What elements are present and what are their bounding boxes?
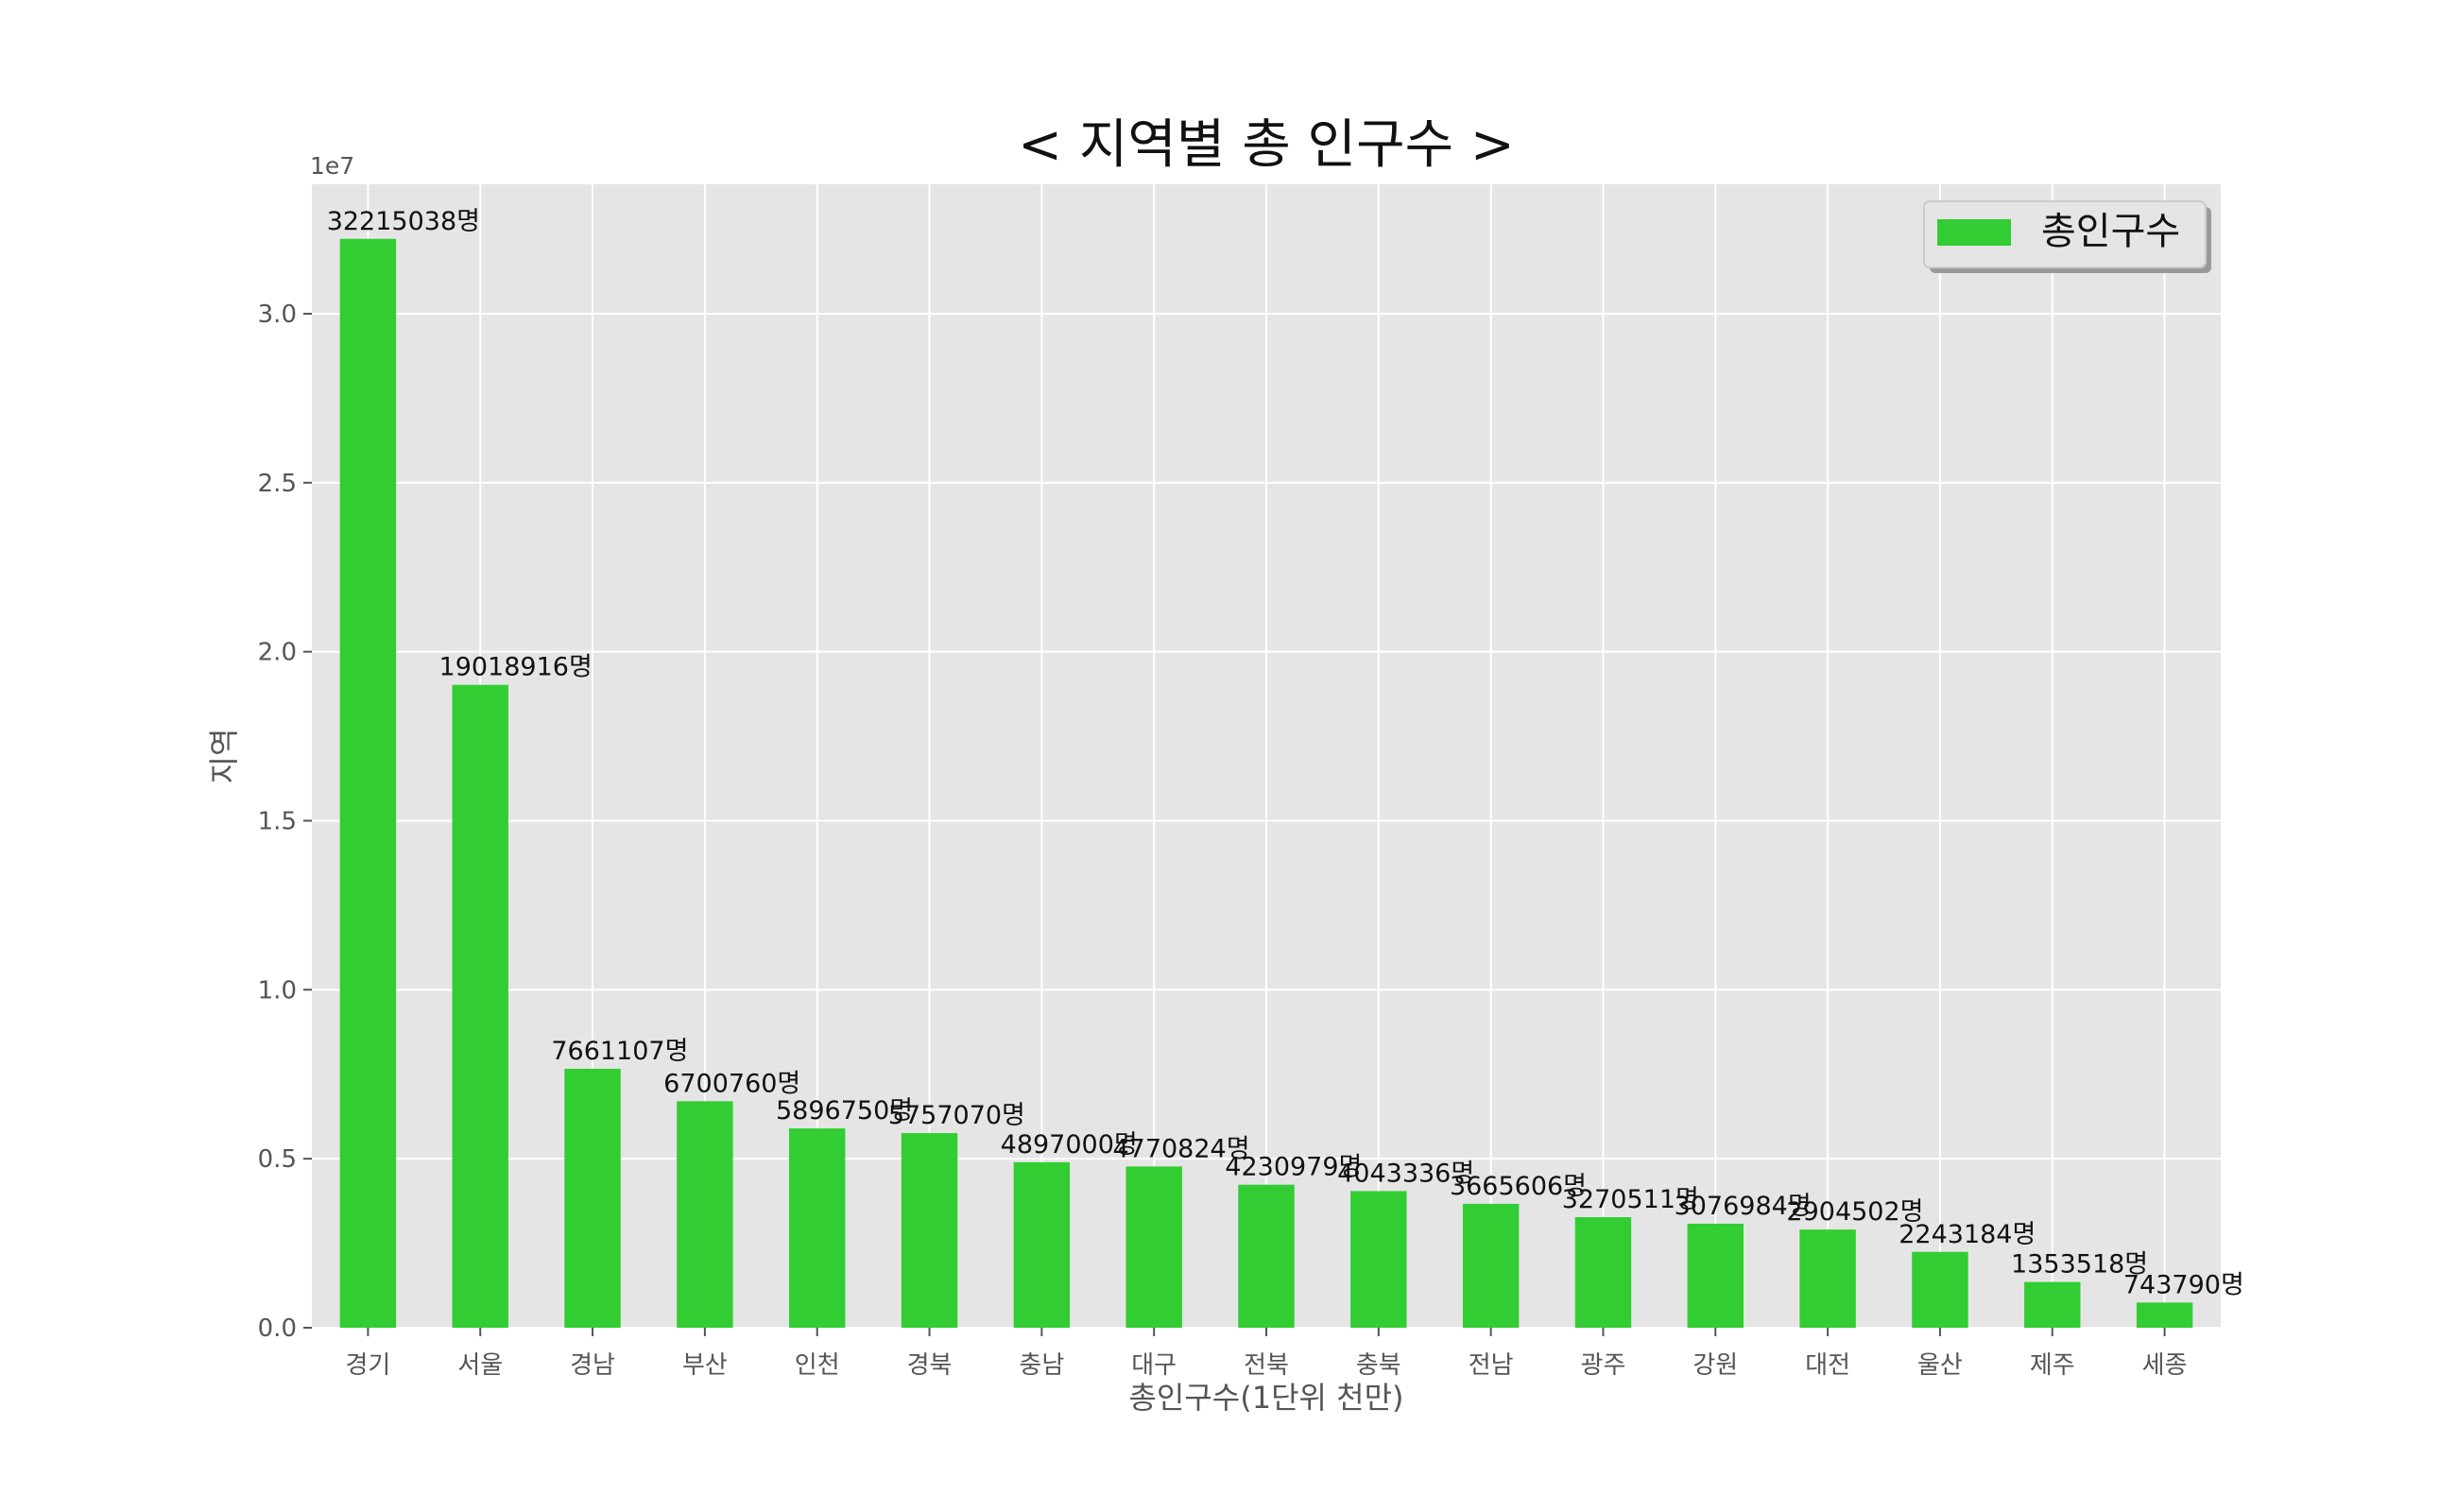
x-tick-label: 경남	[570, 1351, 615, 1380]
x-tick-label: 제주	[2030, 1351, 2075, 1380]
y-tick-label: 1.0	[258, 976, 297, 1005]
x-tick-label: 광주	[1581, 1351, 1626, 1380]
data-labels: 32215038명 19018916명 7661107명 6700760명589675…	[327, 207, 2244, 1300]
bar	[1125, 1166, 1182, 1328]
x-tick-label: 전남	[1469, 1351, 1514, 1380]
bar-value-label: 3076984명	[1675, 1192, 1812, 1221]
x-tick-label: 대전	[1805, 1351, 1850, 1380]
bar-value-label: 2243184명	[1899, 1220, 2036, 1249]
x-tick-label: 전북	[1244, 1351, 1289, 1380]
x-tick-label: 경기	[345, 1351, 390, 1380]
chart-title: < 지역별 총 인구수 >	[1018, 114, 1515, 176]
bar-value-label: 2904502명	[1786, 1197, 1923, 1227]
x-tick-label: 인천	[795, 1351, 840, 1380]
bar	[1013, 1161, 1071, 1328]
bar	[1799, 1229, 1856, 1328]
y-tick-label: 3.0	[258, 301, 297, 329]
y-tick-label: 0.0	[258, 1314, 297, 1343]
bar	[1238, 1184, 1295, 1328]
x-tick-label: 울산	[1917, 1351, 1963, 1380]
bar-value-label: 6700760명	[663, 1069, 800, 1098]
x-tick-label: 대구	[1131, 1351, 1177, 1380]
bar-value-label: 19018916명	[439, 653, 593, 682]
bar	[1687, 1223, 1744, 1328]
bar-value-label: 5896750명	[776, 1096, 913, 1125]
y-axis-ticks: 0.0 0.5 1.0 1.5 2.0 2.5 3.0	[258, 301, 312, 1343]
bar-value-label: 4043336명	[1337, 1159, 1474, 1188]
x-tick-label: 세종	[2142, 1351, 2188, 1380]
x-axis-ticks: 경기 서울 경남 부산 인천 경북 충남 대구 전북 충북 전남 광주 강원 대전 울산 제주 세종	[345, 1328, 2188, 1380]
bar-value-label: 3270511명	[1562, 1185, 1699, 1214]
bar-value-label: 4770824명	[1112, 1134, 1249, 1163]
bar-value-label: 7661107명	[551, 1037, 688, 1066]
x-tick-label: 경북	[907, 1351, 953, 1380]
x-axis-label: 총인구수(1단위 천만)	[1128, 1380, 1403, 1416]
bar	[564, 1068, 621, 1328]
x-tick-label: 충북	[1356, 1351, 1401, 1380]
y-tick-label: 2.0	[258, 639, 297, 667]
legend-label: 총인구수	[2041, 210, 2180, 253]
x-tick-label: 강원	[1692, 1351, 1738, 1380]
bars	[339, 238, 2193, 1329]
bar	[901, 1133, 958, 1328]
bar	[452, 684, 508, 1328]
bar	[677, 1101, 733, 1328]
x-tick-label: 부산	[682, 1351, 728, 1380]
y-tick-label: 0.5	[258, 1145, 297, 1174]
x-tick-label: 서울	[457, 1351, 503, 1380]
bar	[1912, 1251, 1968, 1328]
y-axis-offset-label: 1e7	[310, 152, 354, 180]
bar-value-label: 32215038명	[327, 207, 480, 236]
legend-box	[1923, 200, 2207, 268]
bar	[789, 1128, 846, 1328]
bar-value-label: 743790명	[2123, 1270, 2244, 1299]
bar-value-label: 3665606명	[1450, 1172, 1587, 1201]
bar-value-label: 5757070명	[888, 1101, 1025, 1130]
bar	[1350, 1191, 1407, 1328]
y-tick-label: 2.5	[258, 470, 297, 498]
bar	[1574, 1217, 1632, 1328]
bar-value-label: 1353518명	[2011, 1250, 2148, 1280]
y-axis-label: 지역	[206, 729, 242, 784]
bar-value-label: 4897000명	[1001, 1130, 1138, 1160]
legend: 총인구수	[1923, 200, 2211, 273]
y-tick-label: 1.5	[258, 807, 297, 835]
bar	[2024, 1281, 2081, 1328]
bar	[339, 238, 397, 1329]
bar-value-label: 4230979명	[1225, 1153, 1362, 1182]
bar	[1462, 1203, 1520, 1328]
x-tick-label: 충남	[1019, 1351, 1064, 1380]
bar	[2136, 1302, 2193, 1328]
legend-swatch	[1937, 219, 2011, 246]
